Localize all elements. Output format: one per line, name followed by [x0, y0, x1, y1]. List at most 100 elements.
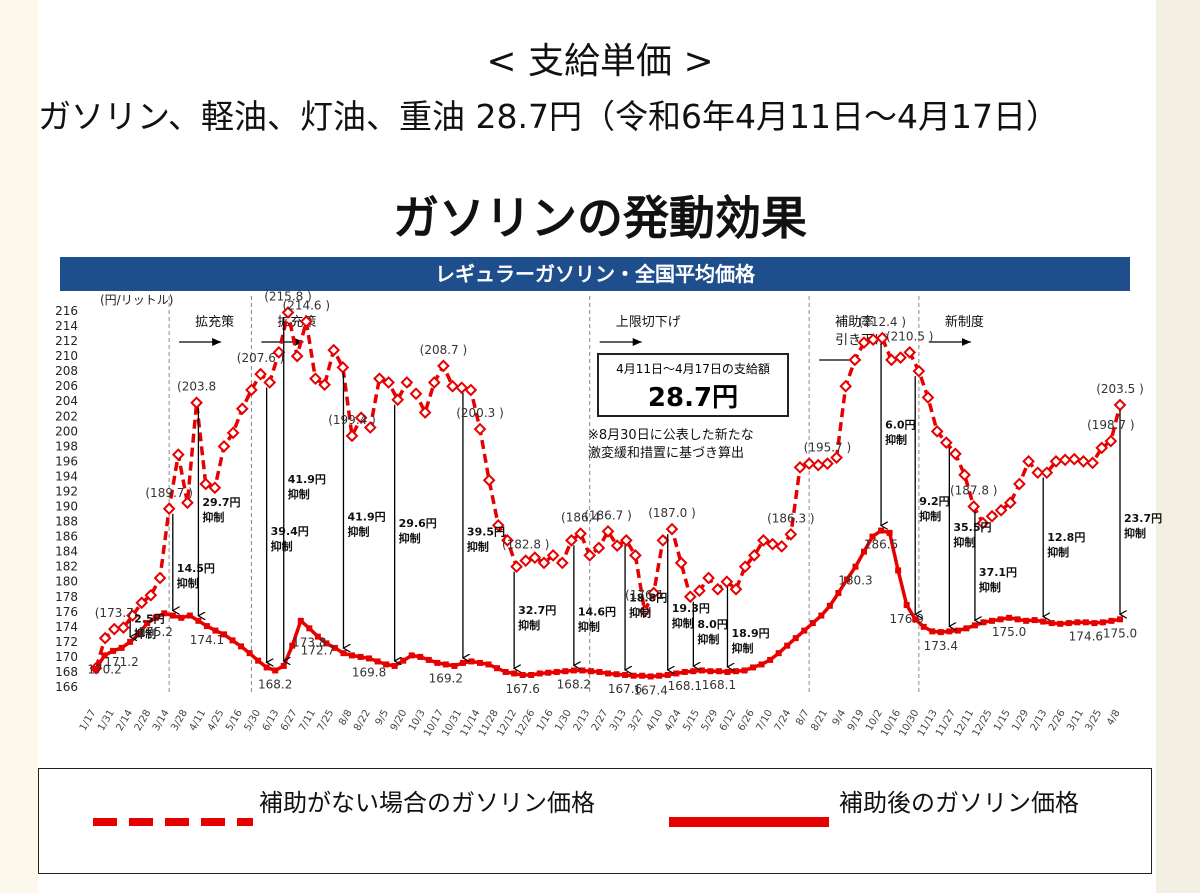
- no-subsidy-point: [629, 549, 642, 562]
- subsidized-point: [818, 612, 825, 619]
- no-subsidy-point: [391, 393, 405, 407]
- subsidized-point: [93, 665, 99, 672]
- y-tick-label: 208: [55, 364, 78, 378]
- no-subsidy-point: [967, 500, 981, 513]
- x-tick-label: 5/15: [681, 708, 702, 733]
- subsidy-amount-label: 29.6円: [399, 517, 437, 530]
- no-subsidy-point: [683, 590, 697, 604]
- legend-box: 補助がない場合のガソリン価格 補助後のガソリン価格: [38, 768, 1152, 874]
- subsidy-amount-label: 39.5円: [467, 525, 505, 538]
- x-tick-label: 9/20: [389, 708, 410, 733]
- no-subsidy-point: [720, 575, 734, 589]
- subsidy-suffix-label: 抑制: [672, 616, 694, 630]
- subsidized-point: [963, 625, 970, 632]
- subsidy-amount-label: 35.5円: [953, 521, 991, 534]
- legend-solid-label: 補助後のガソリン価格: [839, 789, 1079, 817]
- subsidized-point: [272, 667, 279, 674]
- subsidized-point: [664, 671, 671, 678]
- subsidized-point: [980, 619, 987, 626]
- subsidized-point: [1040, 618, 1047, 625]
- subsidized-point: [1117, 616, 1123, 623]
- no-subsidy-point: [665, 522, 679, 536]
- subsidized-point: [331, 644, 338, 651]
- subsidized-point: [954, 627, 961, 634]
- no-subsidy-point: [601, 524, 615, 538]
- no-subsidy-point: [757, 533, 770, 547]
- no-subsidy-point: [363, 421, 377, 434]
- no-subsidy-point: [949, 447, 962, 461]
- x-tick-label: 4/10: [645, 708, 666, 733]
- value-label: 167.6: [608, 682, 642, 696]
- no-subsidy-point: [1095, 441, 1109, 455]
- subsidy-amount-label: 9.2円: [919, 495, 950, 508]
- subsidized-point: [971, 622, 978, 629]
- subsidized-point: [400, 657, 407, 664]
- x-tick-label: 7/25: [316, 708, 337, 733]
- x-tick-label: 1/29: [1010, 708, 1031, 733]
- x-tick-label: 6/27: [279, 708, 300, 733]
- subsidy-suffix-label: 抑制: [885, 432, 907, 446]
- subsidy-suffix-label: 抑制: [134, 627, 156, 641]
- y-tick-label: 200: [55, 424, 78, 438]
- subsidy-amount-label: 32.7円: [518, 604, 556, 617]
- subsidy-amount-label: 39.4円: [271, 525, 309, 538]
- subsidy-amount-label: 41.9円: [288, 473, 326, 486]
- subsidized-point: [690, 668, 697, 675]
- subsidy-suffix-label: 抑制: [578, 619, 600, 633]
- value-label: 169.8: [352, 665, 386, 679]
- subsidized-point: [946, 628, 953, 635]
- phase-label: 拡充策: [195, 314, 234, 330]
- subsidy-amount-label: 19.3円: [672, 602, 710, 615]
- subsidy-suffix-label: 抑制: [731, 641, 753, 655]
- subsidy-suffix-label: 抑制: [1047, 545, 1069, 559]
- no-subsidy-point: [1067, 452, 1081, 466]
- no-subsidy-point: [144, 588, 158, 602]
- subsidized-point: [280, 662, 287, 669]
- no-subsidy-point: [546, 549, 560, 562]
- subsidy-suffix-label: 抑制: [697, 632, 719, 646]
- x-tick-label: 3/25: [1084, 708, 1105, 733]
- value-label: (186.7 ): [584, 508, 632, 522]
- subsidy-amount-label: 29.7円: [202, 496, 240, 509]
- subsidized-point: [1048, 620, 1055, 627]
- no-subsidy-point: [400, 376, 414, 389]
- subsidized-point: [110, 647, 117, 654]
- subsidized-point: [434, 659, 441, 666]
- value-label: (187.0 ): [648, 506, 696, 520]
- subsidized-point: [843, 576, 850, 583]
- no-subsidy-point: [711, 582, 725, 596]
- subsidized-point: [255, 657, 262, 664]
- value-label: (182.8 ): [502, 538, 550, 552]
- no-subsidy-point: [1049, 455, 1063, 468]
- no-subsidy-point: [281, 306, 295, 319]
- value-label: (203.8: [177, 380, 216, 394]
- subsidized-point: [545, 669, 552, 676]
- subsidy-callout: 4月11日～4月17日の支給額 28.7円: [597, 353, 789, 417]
- value-label: (195.7 ): [804, 441, 852, 455]
- subsidy-suffix-label: 抑制: [518, 618, 540, 632]
- subsidized-point: [229, 637, 236, 644]
- value-label: (186.4: [561, 511, 600, 525]
- subsidized-point: [630, 672, 637, 679]
- subsidized-point: [622, 671, 629, 678]
- y-tick-label: 184: [55, 545, 78, 559]
- subsidized-point: [221, 631, 227, 638]
- x-tick-label: 8/22: [352, 708, 373, 733]
- no-subsidy-point: [254, 367, 267, 381]
- y-axis-label: (円/リットル): [100, 293, 173, 307]
- subsidized-point: [528, 671, 535, 678]
- subsidy-suffix-label: 抑制: [919, 509, 941, 523]
- subsidized-point: [758, 661, 765, 668]
- no-subsidy-point: [299, 315, 313, 328]
- y-tick-label: 214: [55, 319, 78, 333]
- subsidized-point: [681, 668, 688, 675]
- no-subsidy-point: [309, 372, 322, 386]
- no-subsidy-point: [702, 571, 715, 585]
- subsidized-point: [1108, 617, 1115, 624]
- subsidized-point: [203, 623, 210, 630]
- no-subsidy-point: [784, 527, 798, 541]
- y-tick-label: 170: [55, 650, 78, 664]
- subsidized-point: [715, 668, 722, 675]
- no-subsidy-point: [747, 549, 761, 562]
- y-tick-label: 198: [55, 439, 78, 453]
